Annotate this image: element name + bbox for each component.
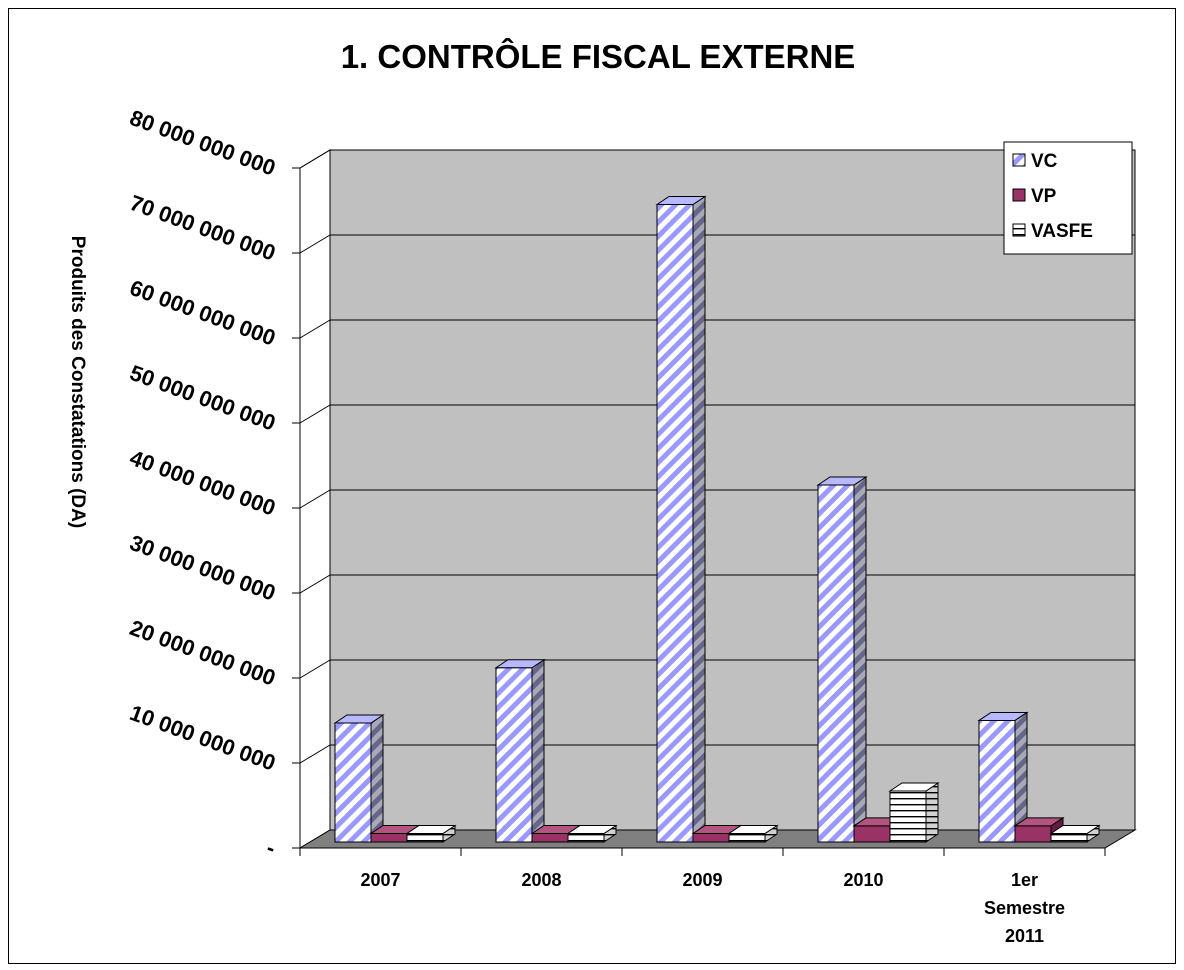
- bar-top: [1013, 817, 1065, 827]
- bar-vc-0: [333, 714, 385, 843]
- bar-top: [1049, 825, 1101, 834]
- bar-front: [656, 204, 694, 843]
- gridline-diag: [299, 489, 331, 509]
- bar-top: [816, 476, 868, 486]
- legend-label-vp: VP: [1031, 186, 1057, 207]
- bar-vc-3: [816, 476, 868, 843]
- bar-vasfe-3: [888, 782, 940, 843]
- gridline-diag: [299, 744, 331, 764]
- bar-top: [888, 782, 940, 792]
- legend-label-vasfe: VASFE: [1031, 221, 1093, 242]
- y-tick-label: 50 000 000 000: [127, 360, 279, 436]
- bar-vc-4: [977, 711, 1029, 843]
- bar-top: [566, 825, 618, 834]
- bar-side: [925, 782, 939, 843]
- bar-front: [406, 833, 444, 843]
- bars: [333, 195, 1101, 843]
- y-tick-label: 40 000 000 000: [127, 445, 279, 521]
- y-tick-label: 80 000 000 000: [127, 105, 279, 181]
- bar-side: [370, 714, 384, 843]
- bar-front: [978, 719, 1016, 843]
- gridline-diag: [299, 319, 331, 339]
- x-tick-label: 2007: [360, 870, 400, 890]
- gridline-diag: [299, 234, 331, 254]
- x-axis-categories: 2007 2008 2009 2010 1er Semestre 2011: [299, 848, 1106, 946]
- gridline-diag: [299, 404, 331, 424]
- x-tick-label: 1er Semestre 2011: [984, 870, 1065, 946]
- legend-swatch-vasfe: [1012, 223, 1026, 237]
- bar-side: [692, 195, 706, 843]
- y-axis-ticks: - 10 000 000 000 20 000 000 000 30 000 000 …: [127, 105, 279, 861]
- gridlines: [292, 149, 1135, 849]
- bar-front: [370, 833, 408, 843]
- bar-top: [494, 659, 546, 669]
- x-tick-label: 2010: [843, 870, 883, 890]
- y-tick-label: -: [263, 835, 278, 861]
- legend: VC VP VASFE: [1003, 141, 1133, 255]
- x-tick-label: 2009: [682, 870, 722, 890]
- bar-side: [531, 658, 545, 843]
- legend-label-vc: VC: [1031, 151, 1058, 172]
- bar-front: [1014, 825, 1052, 843]
- bar-front: [495, 667, 533, 843]
- bar-front: [853, 825, 891, 843]
- bar-side: [853, 476, 867, 843]
- bar-top: [655, 196, 707, 205]
- y-tick-label: 60 000 000 000: [127, 275, 279, 351]
- bar-top: [333, 714, 385, 724]
- y-tick-label: 10 000 000 000: [127, 700, 279, 776]
- y-axis-label: Produits des Constatations (DA): [67, 236, 88, 528]
- gridline-diag: [299, 659, 331, 679]
- bar-vasfe-1: [566, 824, 618, 843]
- legend-swatch-vc: [1012, 153, 1026, 167]
- bar-front: [728, 833, 766, 843]
- gridline-diag: [299, 149, 331, 169]
- chart-title: 1. CONTRÔLE FISCAL EXTERNE: [341, 37, 856, 75]
- bar-front: [889, 790, 927, 843]
- bar-front: [531, 833, 569, 843]
- bar-front: [334, 722, 372, 843]
- bar-vasfe-0: [405, 824, 457, 843]
- x-tick-label: 2008: [521, 870, 561, 890]
- bar-vasfe-2: [727, 824, 779, 843]
- bar-vc-2: [655, 195, 707, 843]
- y-tick-label: 20 000 000 000: [127, 615, 279, 691]
- bar-vasfe-4: [1049, 824, 1101, 843]
- legend-swatch-vp: [1012, 188, 1026, 202]
- bar-vc-1: [494, 658, 546, 843]
- bar-front: [817, 484, 855, 843]
- bar-front: [692, 833, 730, 843]
- y-tick-label: 30 000 000 000: [127, 530, 279, 606]
- gridline-diag: [299, 574, 331, 594]
- bar-front: [1050, 833, 1088, 843]
- y-tick-label: 70 000 000 000: [127, 190, 279, 266]
- chart-frame: [8, 8, 1176, 964]
- bar-top: [405, 825, 457, 834]
- bar-top: [977, 711, 1029, 721]
- bar-top: [727, 825, 779, 834]
- bar-front: [567, 833, 605, 843]
